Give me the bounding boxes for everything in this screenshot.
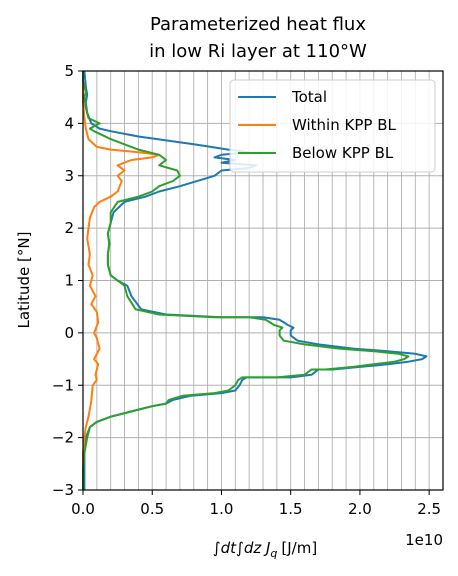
x-tick-label: 1.0 [210,500,234,518]
x-tick-label: 0.5 [140,500,164,518]
x-axis-label-main: ∫dt∫dz J [213,539,271,557]
legend: Total Within KPP BL Below KPP BL [229,79,436,173]
legend-label-2: Within KPP BL [292,116,396,134]
x-axis-label: ∫dt∫dz Jq [J/m] [213,539,317,560]
x-axis-label-subscript: q [270,547,277,560]
series-line-2 [82,71,161,490]
y-tick-label: −2 [52,429,74,447]
legend-label-3: Below KPP BL [292,144,394,162]
y-tick-label: 1 [64,272,74,290]
x-tick-label: 0.0 [71,500,95,518]
y-tick-label: 3 [64,167,74,185]
y-tick-label: 4 [64,114,74,132]
chart-title-line-2: in low Ri layer at 110°W [149,41,367,62]
x-tick-label: 2.5 [417,500,441,518]
y-tick-label: 0 [64,324,74,342]
series-line-1 [83,70,428,490]
y-tick-label: 2 [64,219,74,237]
x-axis-offset-label: 1e10 [405,531,443,549]
x-axis-label-unit: [J/m] [281,539,317,557]
x-tick-label: 1.5 [279,500,303,518]
series-line-3 [82,71,410,490]
y-tick-label: 5 [64,62,74,80]
y-axis-label: Latitude [°N] [15,232,33,329]
x-tick-label: 2.0 [348,500,372,518]
legend-box [229,79,436,173]
legend-label-1: Total [291,88,327,106]
y-tick-label: −1 [52,376,74,394]
axis-ticks: 0.0 0.5 1.0 1.5 2.0 2.5 −3 −2 −1 0 1 2 3 4 5 [52,62,441,518]
y-tick-label: −3 [52,481,74,499]
chart-title-line-1: Parameterized heat flux [150,14,366,35]
series-lines [82,70,428,490]
